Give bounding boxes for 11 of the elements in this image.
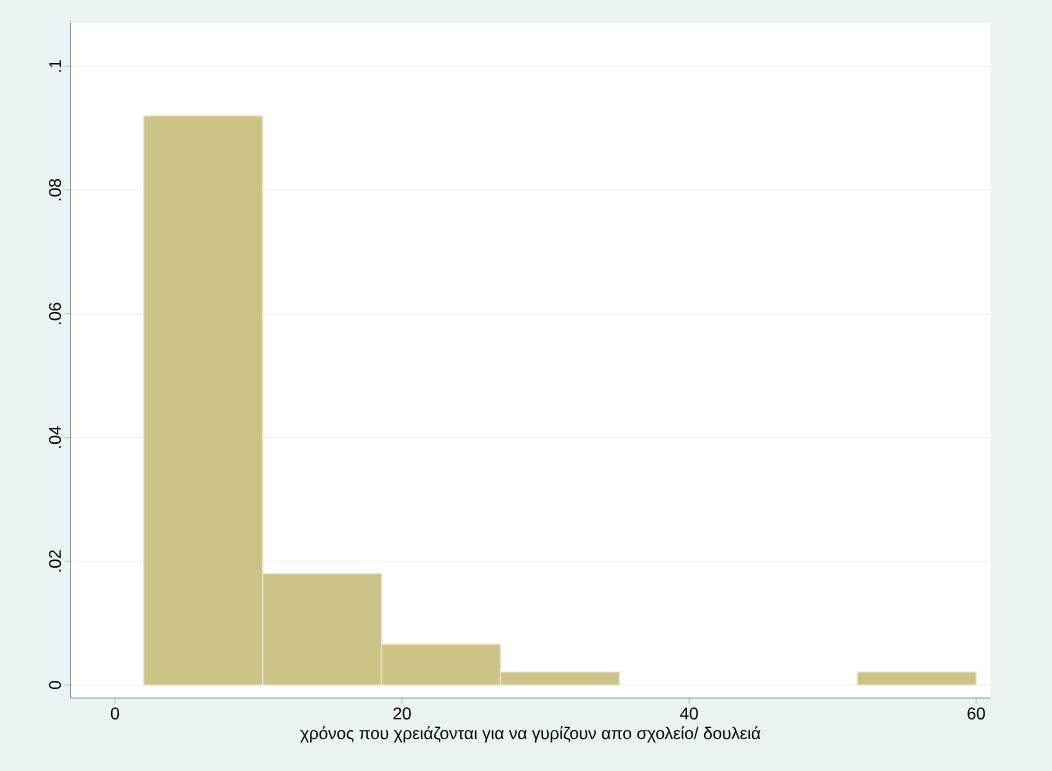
y-tick-label: .06 — [48, 302, 61, 324]
y-tick-label: .02 — [48, 550, 61, 572]
y-tick-label: 0 — [48, 680, 61, 690]
x-axis-title: χρόνος που χρειάζονται για να γυρίζουν απο σχολείο/ δουλειά — [300, 726, 761, 743]
y-tick-label: .04 — [48, 426, 61, 448]
x-tick-label: 40 — [680, 707, 698, 720]
y-tick-label: .08 — [48, 179, 61, 201]
x-tick-label: 60 — [967, 707, 985, 720]
y-tick-label: .1 — [49, 60, 61, 72]
x-tick-label: 20 — [393, 707, 411, 720]
x-tick-label: 0 — [110, 707, 120, 720]
